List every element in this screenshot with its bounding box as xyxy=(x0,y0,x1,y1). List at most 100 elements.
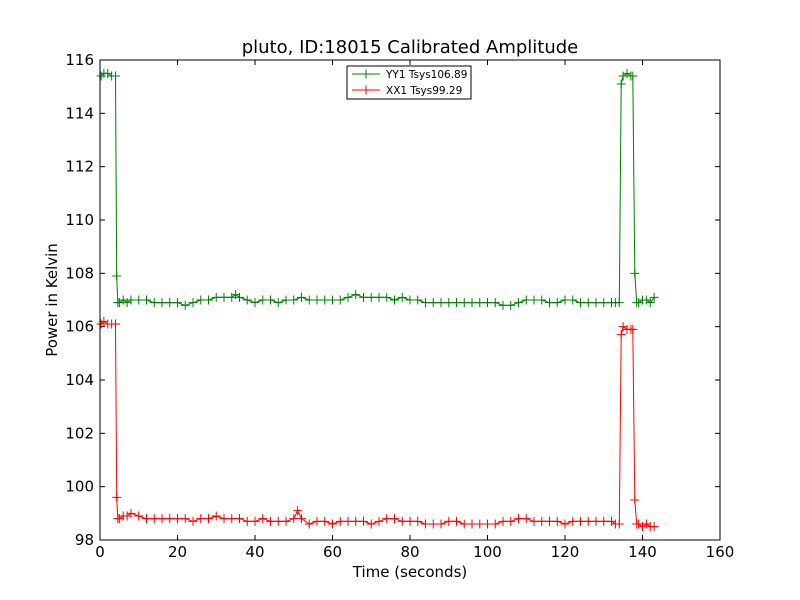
data-point-xx1 xyxy=(514,514,523,524)
data-point-xx1 xyxy=(583,516,593,526)
data-point-xx1 xyxy=(537,516,547,526)
data-point-xx1 xyxy=(258,514,268,524)
data-point-yy1 xyxy=(235,292,244,302)
y-tick-label: 116 xyxy=(65,51,94,69)
data-point-xx1 xyxy=(428,519,438,529)
data-point-xx1 xyxy=(397,516,407,526)
data-point-yy1 xyxy=(320,295,330,305)
plot-frame xyxy=(99,59,721,541)
data-point-yy1 xyxy=(204,295,213,305)
data-point-yy1 xyxy=(568,295,578,305)
data-point-yy1 xyxy=(421,298,430,308)
legend-box xyxy=(346,65,472,100)
data-point-yy1 xyxy=(180,300,190,310)
data-point-yy1 xyxy=(552,298,562,308)
data-point-yy1 xyxy=(188,298,198,308)
legend-marker-yy1 xyxy=(361,69,371,79)
data-point-xx1 xyxy=(452,516,461,526)
data-point-yy1 xyxy=(452,298,461,308)
series-line-yy1 xyxy=(100,72,655,306)
data-point-xx1 xyxy=(335,516,345,526)
data-point-yy1 xyxy=(521,295,531,305)
x-tick-label: 100 xyxy=(473,543,502,561)
data-point-xx1 xyxy=(219,514,229,524)
data-point-xx1 xyxy=(227,514,237,524)
data-point-yy1 xyxy=(467,298,477,308)
data-point-yy1 xyxy=(413,295,423,305)
data-point-xx1 xyxy=(281,516,291,526)
data-point-yy1 xyxy=(630,268,640,278)
data-point-yy1 xyxy=(250,298,260,308)
x-tick-label: 0 xyxy=(95,543,105,561)
data-point-yy1 xyxy=(583,298,593,308)
data-point-xx1 xyxy=(630,495,640,505)
data-point-xx1 xyxy=(382,514,392,524)
data-point-yy1 xyxy=(343,292,353,302)
data-point-xx1 xyxy=(649,522,659,532)
data-point-yy1 xyxy=(165,298,175,308)
data-point-xx1 xyxy=(351,516,361,526)
data-point-yy1 xyxy=(475,298,485,308)
y-tick-label: 114 xyxy=(65,104,94,122)
data-point-xx1 xyxy=(126,508,136,518)
x-tick-label: 160 xyxy=(706,543,735,561)
data-point-yy1 xyxy=(374,292,384,302)
data-point-yy1 xyxy=(591,298,601,308)
legend-label-xx1: XX1 Tsys99.29 xyxy=(386,85,462,97)
legend-label-yy1: YY1 Tsys106.89 xyxy=(385,69,467,81)
data-point-yy1 xyxy=(157,298,167,308)
data-point-xx1 xyxy=(211,511,221,521)
data-point-yy1 xyxy=(219,292,229,302)
y-tick-label: 100 xyxy=(65,478,94,496)
data-point-yy1 xyxy=(529,295,539,305)
data-point-yy1 xyxy=(196,295,206,305)
data-point-xx1 xyxy=(196,514,206,524)
data-point-yy1 xyxy=(304,295,314,305)
data-point-yy1 xyxy=(498,300,508,310)
data-point-xx1 xyxy=(297,514,306,524)
data-point-yy1 xyxy=(297,292,306,302)
legend-marker-xx1 xyxy=(361,85,371,95)
data-point-yy1 xyxy=(537,295,547,305)
data-point-xx1 xyxy=(149,514,159,524)
data-point-yy1 xyxy=(351,290,361,300)
data-point-yy1 xyxy=(359,292,368,302)
data-point-yy1 xyxy=(126,295,136,305)
data-point-yy1 xyxy=(328,295,337,305)
data-point-xx1 xyxy=(250,516,260,526)
data-point-xx1 xyxy=(529,516,539,526)
data-point-xx1 xyxy=(173,514,182,524)
data-point-yy1 xyxy=(645,298,655,308)
legend: YY1 Tsys106.89 XX1 Tsys99.29 xyxy=(346,65,472,100)
x-tick-label: 60 xyxy=(323,543,342,561)
data-point-xx1 xyxy=(180,514,190,524)
data-point-yy1 xyxy=(560,295,570,305)
x-tick-label: 20 xyxy=(168,543,187,561)
data-point-xx1 xyxy=(506,516,516,526)
data-point-yy1 xyxy=(142,295,151,305)
data-point-yy1 xyxy=(514,298,523,308)
data-point-xx1 xyxy=(576,516,585,526)
data-point-xx1 xyxy=(293,506,303,516)
data-point-xx1 xyxy=(359,516,368,526)
data-point-xx1 xyxy=(204,514,213,524)
data-point-yy1 xyxy=(428,298,438,308)
data-point-yy1 xyxy=(444,298,454,308)
data-point-yy1 xyxy=(211,292,221,302)
data-point-xx1 xyxy=(628,324,638,334)
data-point-yy1 xyxy=(335,295,345,305)
y-tick-label: 104 xyxy=(65,371,94,389)
data-point-yy1 xyxy=(312,295,322,305)
data-point-xx1 xyxy=(490,519,500,529)
data-point-yy1 xyxy=(490,298,500,308)
data-point-yy1 xyxy=(266,295,275,305)
series-xx1 xyxy=(96,316,659,532)
series-layer xyxy=(96,68,659,532)
series-yy1 xyxy=(96,68,659,310)
data-point-xx1 xyxy=(304,519,314,529)
data-point-xx1 xyxy=(436,519,446,529)
chart-title: pluto, ID:18015 Calibrated Amplitude xyxy=(242,37,579,58)
y-axis-label: Power in Kelvin xyxy=(43,243,61,357)
data-point-yy1 xyxy=(599,298,609,308)
data-point-xx1 xyxy=(312,516,322,526)
